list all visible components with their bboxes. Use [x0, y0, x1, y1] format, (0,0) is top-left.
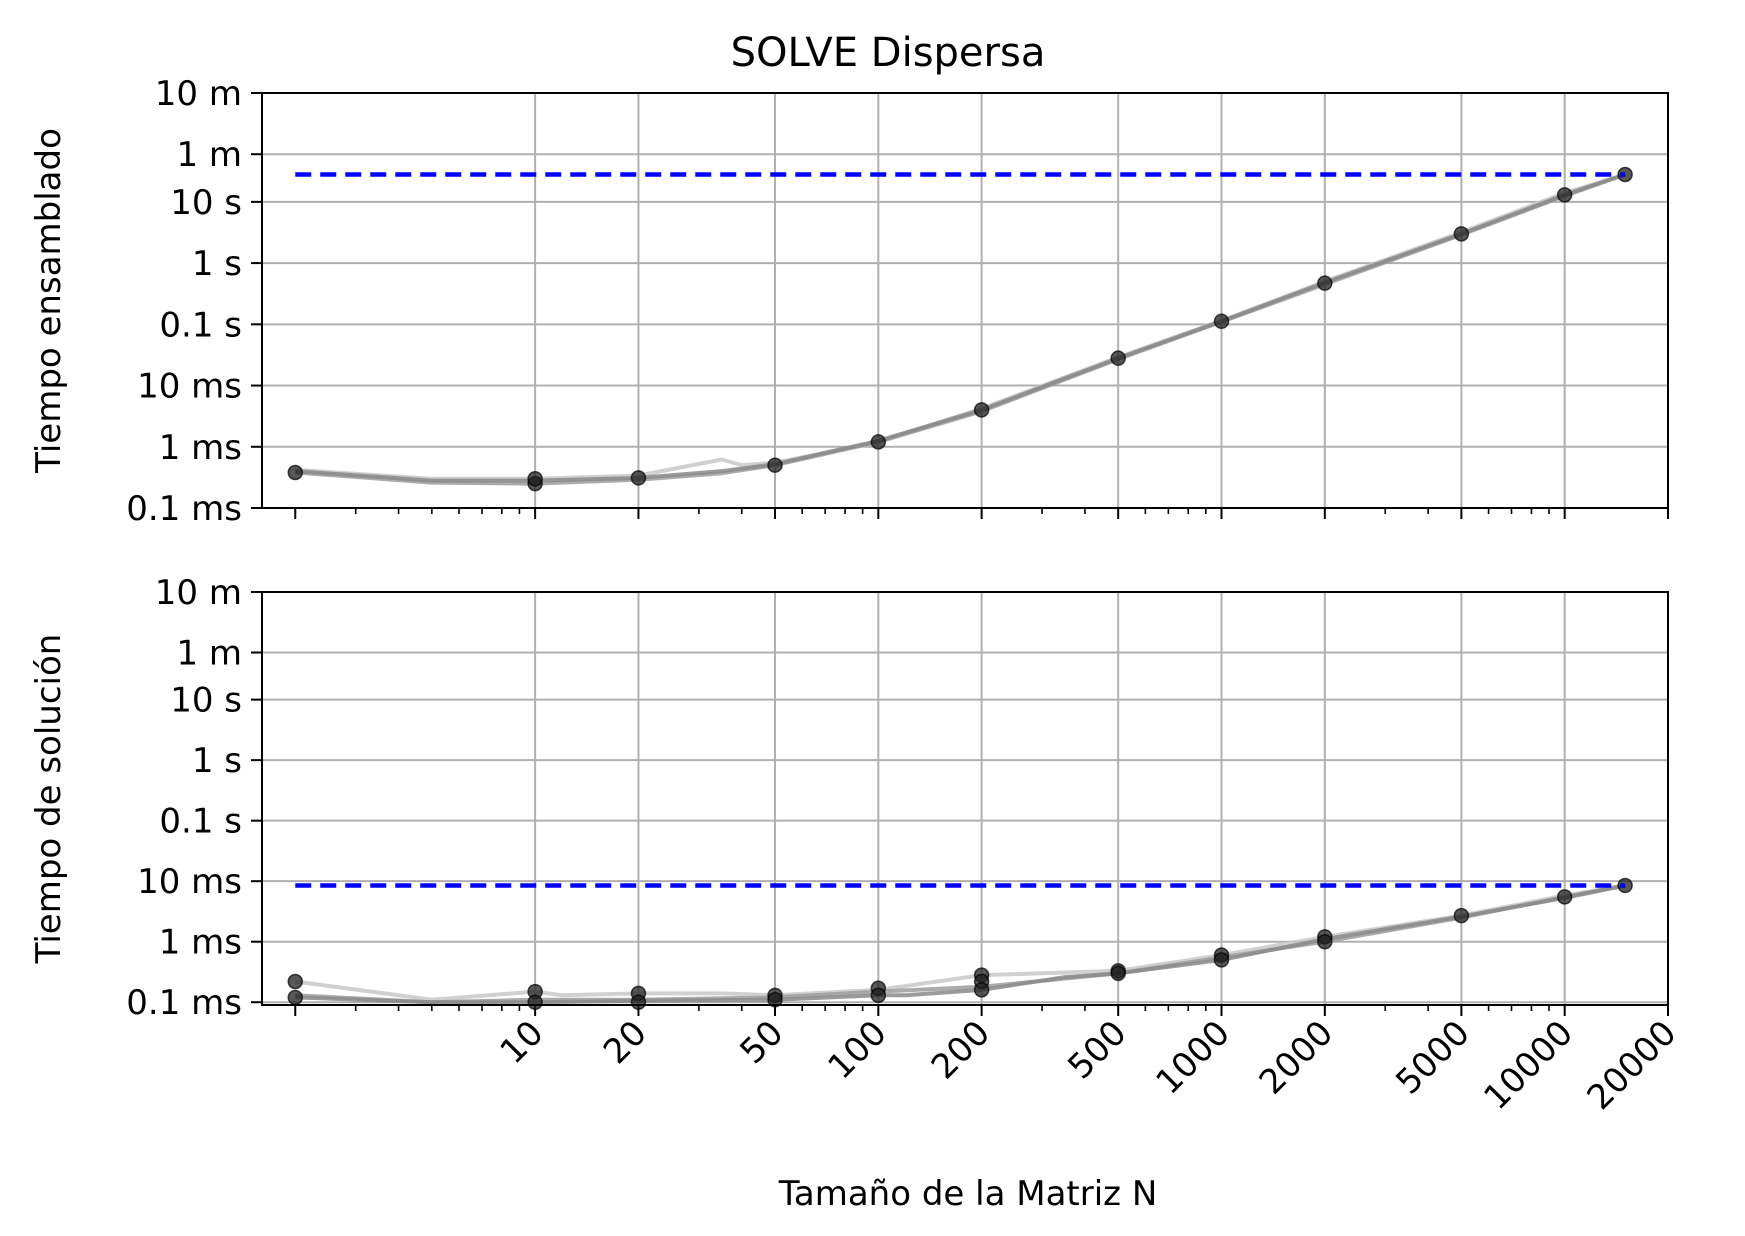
solve-y-tick-label: 1 s [192, 741, 242, 781]
x-tick-label: 2000 [1252, 1013, 1341, 1102]
solve-data-point [1317, 933, 1333, 950]
assembly-data-point [1317, 275, 1333, 291]
panel-assembly-time: 0.1 ms 1 ms 10 ms 0.1 s 1 s 10 s 1 m 10 m Tiempo… [29, 74, 1669, 529]
assembly-data-point [767, 457, 783, 473]
x-axis-title: Tamaño de la Matriz N [778, 1174, 1158, 1214]
solve-y-tick-label: 10 s [170, 681, 242, 721]
solve-y-tick-label: 1 ms [159, 923, 242, 963]
assembly-series-line-1 [295, 172, 1626, 486]
x-tick-label: 5000 [1388, 1013, 1477, 1102]
assembly-series-line-2 [295, 172, 1626, 483]
solve-series-line-2 [295, 883, 1626, 1005]
assembly-data-point [527, 471, 543, 487]
panel-solve-time: 0.1 ms 1 ms 10 ms 0.1 s 1 s 10 s 1 m 10 m Tiempo… [29, 573, 1684, 1118]
assembly-y-tick-label: 10 ms [137, 367, 242, 407]
solve-data-point [287, 973, 304, 990]
assembly-data-point [287, 464, 304, 481]
solve-y-tick-label: 1 m [176, 634, 242, 674]
assembly-data-point [870, 434, 887, 450]
solve-data-point [1556, 889, 1573, 905]
solve-data-point [1213, 952, 1230, 968]
solve-plot-frame [261, 591, 1669, 1006]
x-tick-label: 20000 [1580, 1013, 1685, 1118]
assembly-data-point [1213, 313, 1230, 330]
assembly-data-point [1110, 350, 1126, 366]
solve-data-point [1110, 965, 1126, 982]
chart-title: SOLVE Dispersa [731, 30, 1046, 76]
assembly-data-point [973, 402, 990, 418]
solve-data-point [870, 987, 887, 1004]
assembly-y-tick-label: 1 ms [159, 428, 242, 468]
solve-series-line-1 [295, 883, 1626, 1005]
assembly-y-tick-label: 0.1 ms [126, 489, 242, 529]
solve-y-tick-label: 0.1 s [159, 802, 242, 842]
x-tick-label: 200 [924, 1013, 998, 1087]
x-tick-label: 1000 [1148, 1013, 1237, 1102]
solve-data-point [973, 982, 990, 998]
solve-data-point [767, 991, 783, 1008]
solve-data-point [527, 994, 543, 1010]
assembly-y-tick-label: 0.1 s [159, 305, 242, 345]
solve-y-tick-label: 10 m [155, 573, 242, 613]
solve-y-tick-label: 10 ms [137, 862, 242, 902]
assembly-y-tick-label: 1 s [192, 244, 242, 284]
assembly-data-point [1556, 187, 1573, 203]
assembly-y-tick-label: 1 m [176, 135, 242, 175]
x-tick-label: 20 [596, 1013, 655, 1072]
assembly-y-tick-label: 10 s [170, 183, 242, 223]
solve-data-point [630, 994, 647, 1010]
x-tick-label: 50 [732, 1013, 791, 1072]
solve-y-tick-label: 0.1 ms [126, 983, 242, 1023]
assembly-data-point [630, 470, 647, 486]
assembly-series-line-0 [295, 172, 1626, 481]
x-tick-label: 10 [493, 1013, 552, 1072]
x-tick-label: 10000 [1476, 1013, 1581, 1118]
x-tick-label: 500 [1060, 1013, 1134, 1087]
x-tick-label: 100 [821, 1013, 895, 1087]
solve-data-point [1453, 907, 1470, 924]
assembly-y-tick-label: 10 m [155, 74, 242, 114]
solve-data-point [287, 989, 304, 1006]
assembly-data-point [1453, 226, 1470, 242]
assembly-plot-frame [261, 92, 1669, 509]
solve-y-axis-title: Tiempo de solución [29, 634, 69, 965]
assembly-y-axis-title: Tiempo ensamblado [29, 128, 69, 474]
